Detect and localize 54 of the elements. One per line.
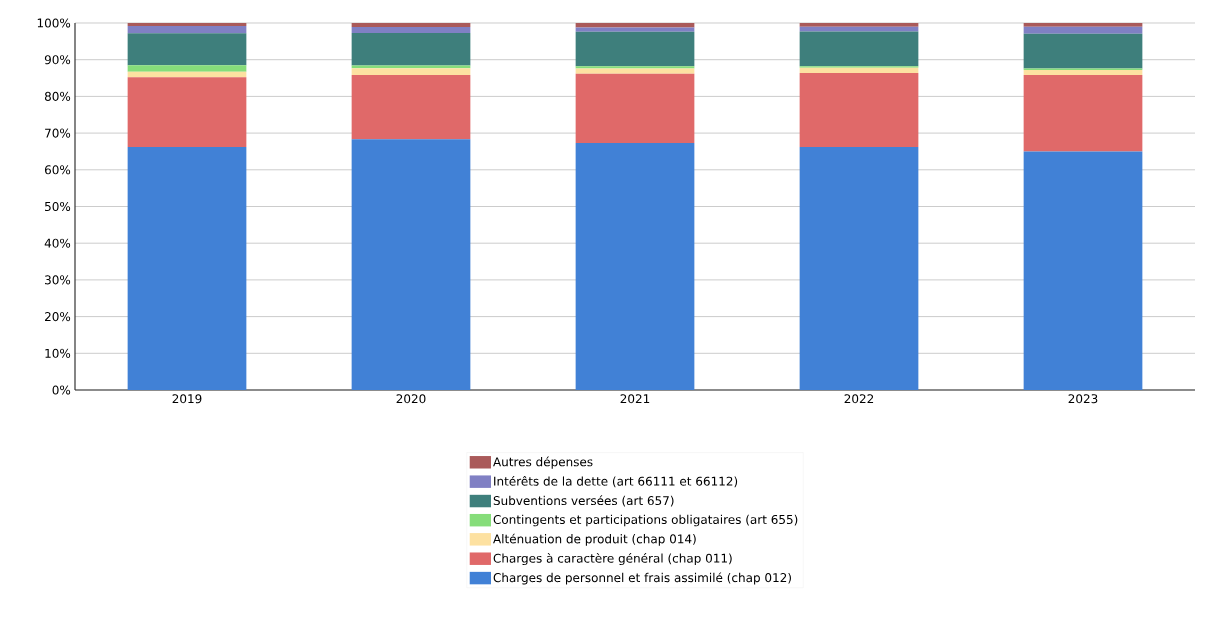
bar	[575, 143, 695, 390]
y-tick-label: 80%	[44, 91, 71, 101]
bar	[351, 75, 471, 140]
bar	[127, 77, 247, 148]
bar	[799, 23, 919, 27]
legend-label: Autres dépenses	[493, 456, 593, 469]
bar	[351, 32, 471, 66]
y-tick-label: 10%	[45, 348, 71, 358]
bar	[351, 139, 471, 390]
x-tick-label: 2023	[1068, 394, 1098, 404]
y-tick-label: 0%	[52, 385, 71, 395]
bar	[1023, 69, 1143, 76]
x-tick-label: 2019	[172, 394, 202, 404]
bar	[351, 23, 471, 28]
bar	[799, 67, 919, 73]
bar	[351, 68, 471, 76]
legend-label: Alténuation de produit (chap 014)	[493, 533, 696, 546]
x-tick-label: 2020	[396, 394, 426, 404]
y-tick-label: 90%	[44, 55, 71, 65]
bar	[575, 27, 695, 32]
legend-label: Charges à caractère général (chap 011)	[493, 553, 732, 566]
bar	[127, 25, 247, 34]
y-tick-label: 40%	[44, 238, 71, 248]
bar	[1023, 33, 1143, 69]
bar	[1023, 23, 1143, 27]
bar	[575, 66, 695, 69]
y-tick-label: 100%	[37, 18, 71, 28]
y-tick-label: 50%	[45, 201, 71, 212]
legend-label: Subventions versées (art 657)	[493, 495, 674, 507]
x-tick-label: 2022	[844, 394, 874, 404]
bar	[575, 73, 695, 144]
y-tick-label: 70%	[45, 128, 71, 138]
bar	[575, 31, 695, 67]
y-tick-label: 60%	[44, 165, 71, 175]
bar	[127, 147, 247, 390]
y-tick-label: 20%	[45, 312, 71, 322]
bar	[1023, 151, 1143, 390]
bar	[127, 65, 247, 72]
bar	[127, 33, 247, 66]
bar	[127, 23, 247, 26]
legend-label: Charges de personnel et frais assimilé (chap 012)	[493, 572, 791, 585]
bar	[1023, 26, 1143, 34]
legend-label: Intérêts de la dette (art 66111 et 66112)	[494, 475, 738, 488]
bar	[575, 23, 695, 28]
x-tick-label: 2021	[620, 394, 650, 404]
bar	[1023, 75, 1143, 152]
bar	[127, 71, 247, 78]
bar	[799, 31, 919, 67]
bar	[799, 147, 919, 390]
bar	[575, 68, 695, 74]
bar	[351, 27, 471, 33]
bar	[799, 72, 919, 148]
legend-label: Contingents et participations obligataires (art 655)	[493, 514, 798, 527]
y-tick-label: 30%	[45, 275, 71, 285]
